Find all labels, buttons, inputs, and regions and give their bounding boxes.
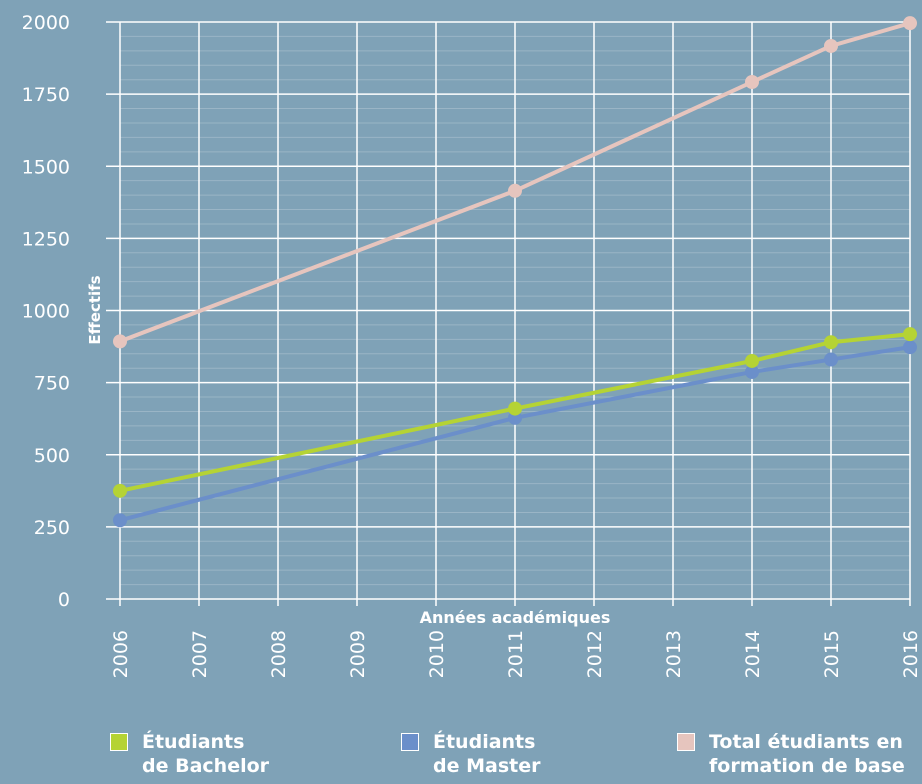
x-tick-label: 2007 bbox=[189, 630, 211, 678]
y-tick-label: 1500 bbox=[22, 156, 70, 178]
legend-label-master: Étudiants de Master bbox=[433, 731, 541, 777]
y-tick-label: 500 bbox=[34, 445, 70, 467]
x-tick-label: 2011 bbox=[505, 630, 527, 678]
data-point-total bbox=[903, 16, 917, 31]
data-point-bachelor bbox=[824, 335, 838, 350]
x-tick-label: 2009 bbox=[347, 630, 369, 678]
x-tick-label: 2008 bbox=[268, 630, 290, 678]
x-tick-label: 2016 bbox=[900, 630, 922, 678]
x-tick-label: 2013 bbox=[663, 630, 685, 678]
legend-label-total: Total étudiants en formation de base bbox=[709, 731, 905, 777]
y-tick-label: 1000 bbox=[22, 301, 70, 323]
x-tick-label: 2012 bbox=[584, 630, 606, 678]
y-tick-label: 1250 bbox=[22, 228, 70, 250]
y-tick-label: 0 bbox=[58, 589, 70, 611]
x-tick-label: 2006 bbox=[110, 630, 132, 678]
legend-label-bachelor: Étudiants de Bachelor bbox=[142, 731, 270, 777]
data-point-master bbox=[113, 513, 127, 528]
data-point-bachelor bbox=[745, 353, 759, 368]
legend-item-total: Total étudiants en formation de base bbox=[677, 730, 905, 778]
legend-swatch-bachelor bbox=[110, 733, 128, 751]
legend-item-master: Étudiants de Master bbox=[401, 730, 540, 778]
y-tick-label: 2000 bbox=[22, 12, 70, 34]
legend-swatch-total bbox=[677, 733, 695, 751]
data-point-total bbox=[745, 75, 759, 90]
data-point-total bbox=[113, 334, 127, 349]
data-point-master bbox=[903, 340, 917, 355]
data-point-bachelor bbox=[903, 327, 917, 342]
y-tick-label: 750 bbox=[34, 373, 70, 395]
legend-item-bachelor: Étudiants de Bachelor bbox=[110, 730, 269, 778]
data-point-bachelor bbox=[508, 401, 522, 416]
y-axis-title: Effectifs bbox=[86, 275, 104, 344]
y-tick-label: 250 bbox=[34, 517, 70, 539]
legend-swatch-master bbox=[401, 733, 419, 751]
data-point-bachelor bbox=[113, 483, 127, 498]
x-tick-label: 2010 bbox=[426, 630, 448, 678]
y-tick-label: 1750 bbox=[22, 84, 70, 106]
data-point-total bbox=[824, 38, 838, 53]
data-point-master bbox=[824, 352, 838, 367]
data-point-total bbox=[508, 183, 522, 198]
data-point-master bbox=[745, 364, 759, 379]
x-axis-title: Années académiques bbox=[420, 608, 611, 627]
x-tick-label: 2014 bbox=[742, 630, 764, 678]
x-tick-label: 2015 bbox=[821, 630, 843, 678]
